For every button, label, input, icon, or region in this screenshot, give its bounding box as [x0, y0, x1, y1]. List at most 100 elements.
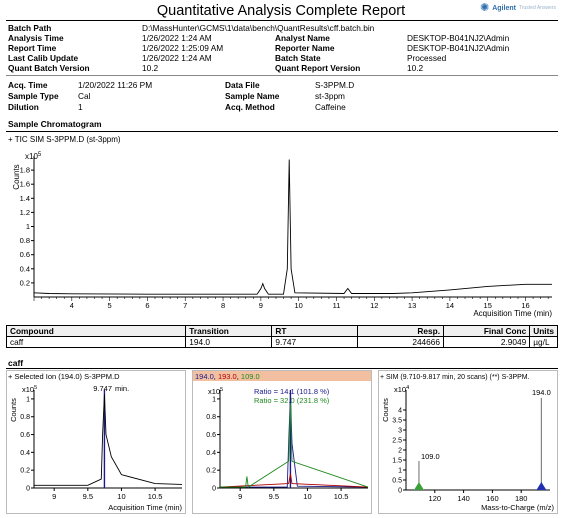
tic-x-tick-label: 7 [183, 301, 187, 310]
report-time-value: 1/26/2022 1:25:09 AM [142, 43, 224, 53]
panel2-y-tick-label: 0.8 [206, 414, 216, 421]
panel3-frame [378, 370, 558, 514]
panel3-y-scale: x104 [394, 385, 409, 394]
panel2-y-tick-label: 0.6 [206, 432, 216, 439]
agilent-spark-icon: ✺ [480, 2, 490, 14]
compound-divider [6, 368, 558, 369]
tic-plot-area [33, 159, 552, 295]
acq-time-value: 1/20/2022 11:26 PM [78, 80, 153, 90]
target-ion-marker [536, 482, 547, 490]
sample-name-label: Sample Name [225, 91, 280, 101]
tic-y-tick-label: 1 [26, 222, 30, 231]
qualifier-ion-marker [413, 482, 424, 490]
tic-x-tick-label: 8 [221, 301, 225, 310]
panel3-y-tick-label: 2.5 [392, 438, 402, 445]
panel3-y-axis-label: Counts [381, 398, 390, 422]
panel1-x-tick-label: 9 [52, 492, 56, 501]
header-final-conc: Final Conc [443, 325, 531, 337]
compound-title: caff [8, 358, 24, 368]
cell-final-conc: 2.9049 [443, 336, 531, 348]
tic-y-tick-label: 0.6 [20, 250, 30, 259]
panel2-trace-194 [220, 394, 369, 488]
panel1-y-tick-label: 1 [26, 396, 30, 403]
panel2-x-tick-label: 10 [303, 492, 311, 501]
analyst-name-label: Analyst Name [275, 33, 330, 43]
panel3-y-tick-label: 3.5 [392, 418, 402, 425]
panel3-y-tick-label: 3 [398, 428, 402, 435]
sample-type-label: Sample Type [8, 91, 59, 101]
report-title: Quantitative Analysis Complete Report [156, 3, 406, 19]
panel1-y-tick-label: 0 [26, 486, 30, 493]
panel3-y-tick-label: 1 [398, 468, 402, 475]
tic-trace-label: + TIC SIM S-3PPM.D (st-3ppm) [8, 135, 121, 144]
tic-x-tick-label: 13 [408, 301, 416, 310]
spectrum-peak-194-label: 194.0 [532, 388, 551, 397]
panel1-peak-label: 9.747 [93, 384, 112, 393]
panel3-x-axis-label: Mass-to-Charge (m/z) [481, 503, 554, 512]
panel3-x-tick-label: 180 [515, 494, 528, 503]
panel2-x-tick-label: 10.5 [334, 492, 349, 501]
tic-x-axis-label: Acquisition Time (min) [473, 309, 552, 318]
ratio-label-109: Ratio = 32.0 (231.8 %) [254, 396, 330, 405]
header-transition: Transition [185, 325, 273, 337]
mass-spectrum-chart: + SIM (9.710-9.817 min, 20 scans) (**) S… [378, 370, 558, 514]
panel1-y-scale: x105 [22, 385, 37, 394]
panel2-y-tick-label: 1 [212, 396, 216, 403]
tic-y-tick-label: 1.2 [20, 208, 30, 217]
data-file-label: Data File [225, 80, 260, 90]
panel1-frame [6, 370, 186, 514]
batch-path-label: Batch Path [8, 23, 52, 33]
logo-name: Agilent [492, 4, 516, 12]
cell-units: µg/L [529, 336, 558, 348]
tic-x-tick-label: 12 [370, 301, 378, 310]
reporter-name-label: Reporter Name [275, 43, 335, 53]
tic-x-tick-label: 14 [446, 301, 454, 310]
panel3-x-tick-label: 120 [429, 494, 442, 503]
acq-time-label: Acq. Time [8, 80, 48, 90]
panel2-y-tick-label: 0 [212, 486, 216, 493]
panel2-y-scale: x105 [208, 387, 223, 396]
selected-ion-chart: + Selected Ion (194.0) S-3PPM.D Counts x… [6, 370, 186, 514]
spectrum-peak-109-label: 109.0 [421, 452, 440, 461]
panel1-axes: 1 0.8 0.6 0.4 0.2 0 9 9.5 10 10.5 [20, 390, 182, 501]
quant-batch-version-value: 10.2 [142, 63, 159, 73]
panel2-x-tick-label: 9 [238, 492, 242, 501]
data-file-value: S-3PPM.D [315, 80, 355, 90]
ion-193: 193.0 [218, 372, 237, 381]
tic-x-tick-label: 6 [145, 301, 149, 310]
panel3-y-tick-label: 0 [398, 488, 402, 495]
tic-y-tick-label: 0.2 [20, 278, 30, 287]
panel3-x-tick-label: 160 [486, 494, 499, 503]
analysis-time-value: 1/26/2022 1:24 AM [142, 33, 212, 43]
tic-trace-line [33, 159, 552, 295]
tic-y-tick-label: 1.8 [20, 166, 30, 175]
panel3-axes: 4 3.5 3 2.5 2 1.5 1 0.5 0 120 140 160 180 [392, 390, 550, 503]
panel1-y-tick-label: 0.6 [20, 432, 30, 439]
tic-axes: 1.8 1.6 1.4 1.2 1 0.8 0.6 0.4 0.2 4 5 6 7 8 9 10 11 12 13 1… [20, 156, 552, 310]
panel2-x-tick-label: 9.5 [269, 492, 279, 501]
header-rt: RT [271, 325, 359, 337]
tic-y-tick-label: 0.4 [20, 264, 30, 273]
panel1-label: + Selected Ion (194.0) S-3PPM.D [8, 372, 120, 381]
header-compound: Compound [5, 325, 187, 337]
dilution-label: Dilution [8, 102, 39, 112]
ion-109: 109.0 [241, 372, 260, 381]
panel1-y-tick-label: 0.2 [20, 468, 30, 475]
cell-rt: 9.747 [271, 336, 359, 348]
analyst-name-value: DESKTOP-B041NJ2\Admin [407, 33, 510, 43]
report-time-label: Report Time [8, 43, 57, 53]
tic-y-tick-label: 0.8 [20, 236, 30, 245]
panel2-frame [192, 370, 372, 514]
panel1-peak-unit: min. [115, 384, 129, 393]
last-calib-label: Last Calib Update [8, 53, 79, 63]
tic-y-tick-label: 1.6 [20, 180, 30, 189]
panel2-trace-193 [219, 473, 369, 488]
acq-method-value: Caffeine [315, 102, 346, 112]
last-calib-value: 1/26/2022 1:24 AM [142, 53, 212, 63]
panel1-x-axis-label: Acquisition Time (min) [108, 503, 182, 512]
panel1-x-tick-label: 10.5 [148, 492, 163, 501]
results-header-row: Compound Transition RT Resp. Final Conc … [5, 325, 558, 337]
tic-x-tick-label: 11 [333, 301, 341, 310]
panel2-y-tick-label: 0.4 [206, 450, 216, 457]
ratio-label-193: Ratio = 14.1 (101.8 %) [254, 387, 330, 396]
